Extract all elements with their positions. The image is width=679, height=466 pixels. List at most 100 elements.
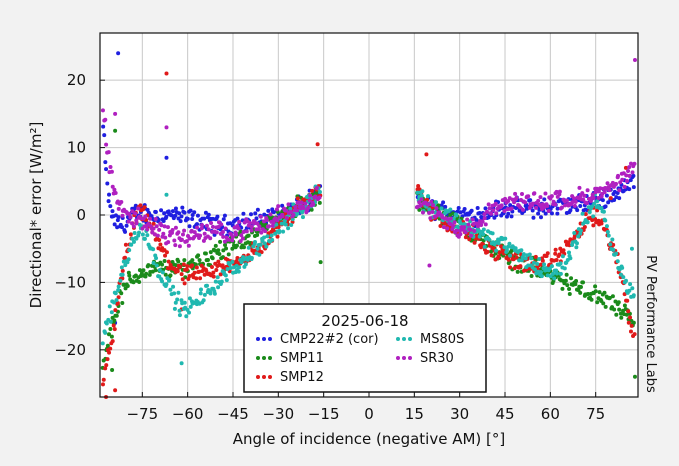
data-point	[607, 188, 612, 193]
data-point	[239, 260, 244, 265]
data-point	[176, 290, 181, 295]
data-point	[106, 199, 111, 204]
data-point	[580, 191, 585, 196]
data-point	[622, 184, 627, 189]
data-point	[299, 200, 304, 205]
data-point	[559, 205, 564, 210]
data-point	[434, 200, 439, 205]
data-point	[127, 273, 132, 278]
data-point	[215, 214, 220, 219]
data-point	[509, 214, 514, 219]
data-point	[521, 252, 526, 257]
data-point	[557, 189, 562, 194]
data-point	[206, 227, 211, 232]
data-point	[219, 279, 224, 284]
data-point	[202, 231, 207, 236]
data-point	[590, 192, 595, 197]
data-point	[593, 190, 598, 195]
data-point	[161, 219, 166, 224]
data-point	[503, 236, 508, 241]
data-point	[255, 232, 260, 237]
data-point	[508, 203, 513, 208]
data-point	[182, 228, 187, 233]
data-point	[502, 245, 507, 250]
data-point	[176, 259, 181, 264]
data-point	[589, 297, 594, 302]
data-point	[110, 184, 115, 189]
data-point	[154, 256, 159, 261]
data-point	[551, 271, 556, 276]
data-point	[154, 224, 159, 229]
data-point	[451, 223, 456, 228]
data-point	[164, 250, 169, 255]
data-point	[617, 188, 622, 193]
data-point	[104, 321, 109, 326]
x-tick-label: 30	[450, 405, 469, 423]
data-point	[627, 187, 632, 192]
data-point	[625, 298, 630, 303]
data-point	[197, 269, 202, 274]
data-point	[590, 204, 595, 209]
data-point	[489, 253, 494, 258]
y-tick-label: 0	[76, 206, 86, 224]
data-point	[429, 199, 434, 204]
data-point	[205, 257, 210, 262]
data-point	[110, 339, 115, 344]
data-point	[210, 224, 215, 229]
data-point	[567, 291, 572, 296]
data-point	[467, 237, 472, 242]
data-point	[540, 258, 545, 263]
data-point	[268, 212, 273, 217]
data-point	[506, 257, 511, 262]
data-point	[153, 268, 158, 273]
data-point-outlier	[164, 125, 169, 130]
data-point	[262, 235, 267, 240]
data-point	[578, 228, 583, 233]
data-point	[283, 222, 288, 227]
data-point	[216, 248, 221, 253]
data-point	[200, 269, 205, 274]
data-point	[518, 205, 523, 210]
data-point	[603, 204, 608, 209]
data-point	[462, 225, 467, 230]
data-point	[159, 208, 164, 213]
y-tick-label: −10	[54, 273, 86, 291]
data-point	[172, 238, 177, 243]
data-point	[263, 229, 268, 234]
data-point	[182, 210, 187, 215]
data-point	[436, 203, 441, 208]
data-point	[450, 227, 455, 232]
data-point	[107, 192, 112, 197]
data-point	[234, 259, 239, 264]
data-point	[195, 213, 200, 218]
data-point	[563, 278, 568, 283]
legend: 2025-06-18 CMP22#2 (cor) SMP11 SMP12 MS80S S…	[243, 303, 487, 393]
data-point	[270, 223, 275, 228]
data-point	[198, 276, 203, 281]
data-point	[202, 216, 207, 221]
data-point	[123, 263, 128, 268]
data-point	[129, 242, 134, 247]
data-point	[545, 251, 550, 256]
data-point	[317, 189, 322, 194]
legend-marker	[256, 337, 260, 341]
data-point	[465, 217, 470, 222]
data-point	[137, 280, 142, 285]
data-point	[199, 226, 204, 231]
data-point	[184, 314, 189, 319]
data-point	[164, 282, 169, 287]
data-point	[168, 273, 173, 278]
data-point	[177, 308, 182, 313]
data-point	[126, 219, 131, 224]
data-point	[610, 294, 615, 299]
data-point	[112, 327, 117, 332]
data-point	[616, 173, 621, 178]
data-point	[580, 211, 585, 216]
data-point	[241, 230, 246, 235]
data-point	[502, 208, 507, 213]
data-point	[554, 189, 559, 194]
data-point	[224, 246, 229, 251]
data-point-outlier	[318, 260, 323, 265]
data-point	[611, 247, 616, 252]
data-point	[605, 229, 610, 234]
